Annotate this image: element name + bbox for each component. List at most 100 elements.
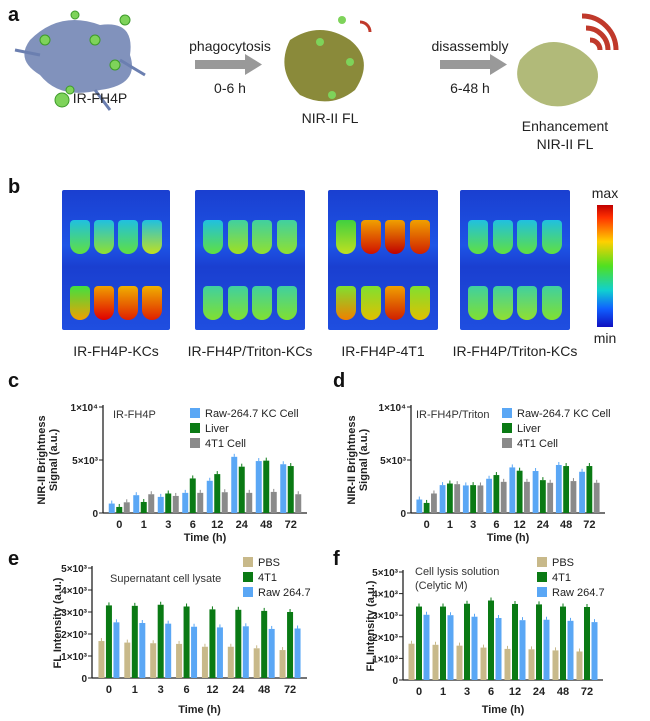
chart-c: 0 5×10³ 1×10⁴ 0 1 3 6 12 24 48 72 Time (h) NIR-II Br…: [36, 403, 307, 544]
bar-4t1: [183, 606, 190, 678]
bar-pbs: [124, 642, 131, 678]
bar-pbs: [480, 647, 487, 680]
colorbar: [597, 205, 613, 327]
bar-4t1: [560, 606, 566, 680]
image-label-3: IR-FH4P-4T1: [341, 343, 425, 359]
cell2-label: NIR-II FL: [301, 110, 359, 126]
cell-enhanced-signal-icon: [517, 13, 619, 107]
y-tick-label: 0: [400, 509, 406, 520]
legend-label: PBS: [258, 557, 280, 569]
y-tick-label: 1×10³: [61, 652, 88, 663]
nir-image-3: [328, 190, 438, 330]
x-tick-label: 24: [232, 684, 245, 696]
legend-label: Raw 264.7: [258, 587, 311, 599]
chart-title: IR-FH4P: [113, 409, 156, 421]
bar-raw-264-7: [519, 620, 526, 680]
bar-4t1: [488, 600, 494, 680]
legend-swatch: [502, 438, 512, 448]
bar-liver: [263, 460, 270, 513]
bar-raw-264-7-kc-cell: [255, 461, 262, 513]
panel-label-e: e: [8, 548, 20, 570]
bar-4t1: [584, 606, 590, 680]
bar-4t1: [440, 606, 446, 680]
panel-label-c: c: [8, 370, 20, 392]
x-axis-label: Time (h): [184, 532, 227, 544]
x-tick-label: 48: [260, 519, 272, 531]
bar-raw-264-7: [294, 628, 301, 678]
x-tick-label: 24: [236, 519, 249, 531]
bar-raw-264-7-kc-cell: [462, 485, 469, 513]
arrow-icon: [195, 54, 262, 75]
x-tick-label: 72: [285, 519, 297, 531]
y-tick-label: 1×10⁴: [379, 403, 407, 414]
bar-raw-264-7-kc-cell: [133, 495, 140, 513]
chart-e: 0 1×10³ 2×10³ 3×10³ 4×10³ 5×10³ 0 1 3 6 12 24 48 72 Ti…: [52, 557, 311, 716]
y-axis-label: FL Intensity (a.u.): [52, 577, 64, 668]
arrow-icon: [440, 54, 507, 75]
legend-label: Liver: [205, 423, 229, 435]
y-axis-label: NIR-II Brightness: [346, 415, 358, 504]
x-tick-label: 24: [533, 686, 546, 698]
chart-title: IR-FH4P/Triton: [416, 409, 490, 421]
bar-pbs: [176, 643, 183, 678]
y-tick-label: 1×10³: [372, 654, 399, 665]
x-tick-label: 12: [206, 684, 218, 696]
x-tick-label: 6: [190, 519, 196, 531]
x-tick-label: 0: [424, 519, 430, 531]
nir-image-2: [195, 190, 305, 330]
bar-raw-264-7: [495, 618, 502, 680]
chart-d: 0 5×10³ 1×10⁴ 0 1 3 6 12 24 48 72 Time (h) NIR-II Br…: [346, 403, 611, 544]
bar-4t1: [157, 604, 164, 678]
bar-4t1-cell: [197, 492, 204, 513]
bar-raw-264-7: [591, 622, 598, 680]
bar-raw-264-7: [113, 622, 120, 678]
x-tick-label: 1: [141, 519, 147, 531]
bar-4t1: [416, 606, 422, 680]
bar-4t1-cell: [547, 482, 554, 513]
bar-liver: [539, 480, 546, 513]
panel-label-a: a: [8, 4, 20, 26]
panel-label-b: b: [8, 176, 21, 198]
bar-pbs: [456, 645, 463, 680]
bar-pbs: [279, 650, 286, 678]
bar-raw-264-7: [423, 614, 430, 680]
bar-raw-264-7-kc-cell: [206, 480, 213, 513]
x-tick-label: 1: [132, 684, 138, 696]
bar-4t1-cell: [454, 484, 461, 513]
bar-raw-264-7-kc-cell: [532, 471, 539, 513]
macrophage-cell-icon: [14, 20, 146, 111]
bar-pbs: [98, 641, 105, 678]
y-tick-label: 0: [392, 676, 398, 687]
step2-time: 6-48 h: [450, 80, 490, 96]
legend-swatch: [190, 423, 200, 433]
x-tick-label: 12: [514, 519, 526, 531]
bar-raw-264-7-kc-cell: [555, 464, 562, 513]
legend-label: Raw 264.7: [552, 587, 605, 599]
x-tick-label: 0: [416, 686, 422, 698]
cell-with-particles-icon: [284, 16, 372, 102]
bar-4t1: [464, 603, 470, 680]
bar-4t1-cell: [477, 485, 484, 513]
legend-swatch: [537, 587, 547, 597]
step2-label: disassembly: [431, 38, 509, 54]
cell3-label-2: NIR-II FL: [536, 136, 594, 152]
legend-label: 4T1 Cell: [205, 438, 246, 450]
bar-liver: [189, 478, 196, 513]
legend-swatch: [243, 572, 253, 582]
y-axis-label: NIR-II Brightness: [36, 415, 48, 504]
bar-4t1-cell: [221, 492, 228, 513]
bar-liver: [140, 501, 147, 513]
bar-raw-264-7: [165, 623, 172, 678]
y-axis-label: Signal (a.u.): [358, 428, 370, 491]
bar-raw-264-7-kc-cell: [231, 456, 238, 513]
panel-label-d: d: [333, 370, 346, 392]
bar-raw-264-7: [471, 616, 478, 680]
bar-4t1-cell: [593, 482, 600, 513]
y-tick-label: 2×10³: [372, 633, 399, 644]
x-tick-label: 0: [116, 519, 122, 531]
x-tick-label: 24: [537, 519, 550, 531]
y-tick-label: 5×10³: [61, 564, 88, 575]
step1-label: phagocytosis: [189, 38, 271, 54]
bar-raw-264-7-kc-cell: [509, 467, 516, 513]
